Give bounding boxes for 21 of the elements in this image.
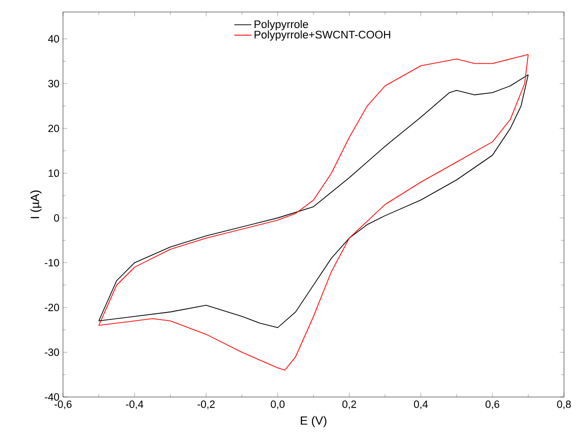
x-tick-label: 0,0 bbox=[270, 400, 285, 410]
x-axis-title: E (V) bbox=[300, 416, 326, 428]
y-tick-label: -30 bbox=[44, 348, 60, 356]
x-tick-label: 0,6 bbox=[486, 400, 500, 410]
y-tick-label: 10 bbox=[48, 169, 60, 177]
legend-label: Polypyrrole+SWCNT-COOH bbox=[254, 30, 390, 41]
y-tick-label: -20 bbox=[44, 304, 60, 312]
y-tick-label: 0 bbox=[54, 214, 60, 222]
x-tick-label: 0,4 bbox=[414, 400, 428, 410]
x-tick-label: -0,6 bbox=[54, 400, 72, 410]
y-tick-label: 20 bbox=[48, 124, 60, 132]
y-axis-title: I (µA) bbox=[30, 190, 42, 218]
x-tick-label: -0,2 bbox=[198, 400, 215, 410]
x-tick-label: 0,8 bbox=[557, 400, 571, 410]
y-tick-label: -10 bbox=[44, 259, 60, 266]
y-tick-label: 40 bbox=[48, 35, 60, 43]
y-tick-label: 30 bbox=[48, 80, 60, 88]
legend-label: Polypyrrole bbox=[254, 20, 308, 30]
x-tick-label: -0,4 bbox=[126, 400, 144, 410]
x-tick-label: 0,2 bbox=[342, 400, 356, 410]
y-tick-label: -40 bbox=[44, 393, 60, 401]
